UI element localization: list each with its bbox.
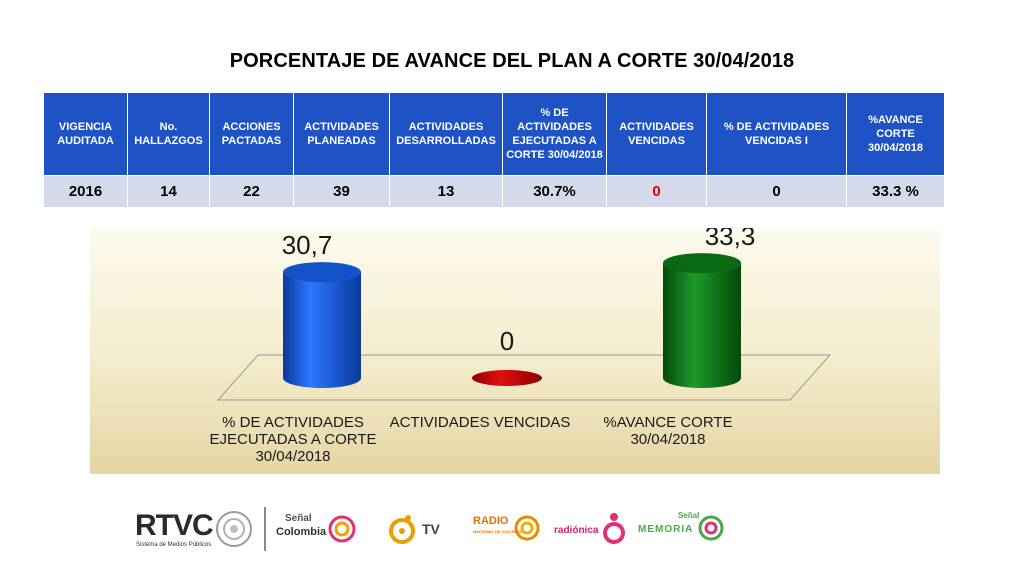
header-vencidas: ACTIVIDADES VENCIDAS <box>606 92 707 176</box>
header-planeadas: ACTIVIDADES PLANEADAS <box>293 92 390 176</box>
radionica-logo: radiónica <box>554 525 599 536</box>
header-avance: %AVANCE CORTE 30/04/2018 <box>846 92 945 176</box>
senal-memoria-bottom: MEMORIA <box>638 524 694 535</box>
radio-swirl-icon <box>514 515 540 541</box>
table-row: 2016 14 22 39 13 30.7% 0 0 33.3 % <box>43 175 945 208</box>
summary-table: VIGENCIA AUDITADA No. HALLAZGOS ACCIONES… <box>43 92 945 208</box>
cell-pct-vencidas: 0 <box>706 175 847 208</box>
bar-body <box>663 263 741 388</box>
category-label: ACTIVIDADES VENCIDAS <box>390 414 571 431</box>
page-title: PORCENTAJE DE AVANCE DEL PLAN A CORTE 30… <box>229 50 795 72</box>
chart-canvas: 30,7 % DE ACTIVIDADES EJECUTADAS A CORTE 30… <box>210 228 832 465</box>
header-pct-ejecutadas: % DE ACTIVIDADES EJECUTADAS A CORTE 30/0… <box>502 92 607 176</box>
colombia-swirl-icon <box>328 515 356 543</box>
header-desarrolladas: ACTIVIDADES DESARROLLADAS <box>389 92 503 176</box>
header-pct-vencidas: % DE ACTIVIDADES VENCIDAS I <box>706 92 847 176</box>
rtvc-logo: RTVC <box>135 509 214 542</box>
data-label: 33,3 <box>705 228 756 251</box>
cell-desarrolladas: 13 <box>389 175 503 208</box>
footer-logos: RTVC Sistema de Medios Públicos Señal Co… <box>130 505 730 555</box>
logo-divider <box>264 507 266 551</box>
header-hallazgos: No. HALLAZGOS <box>127 92 210 176</box>
cell-vigencia: 2016 <box>43 175 128 208</box>
radionica-icon <box>603 513 625 544</box>
header-acciones: ACCIONES PACTADAS <box>209 92 294 176</box>
senal-memoria-top: Señal <box>678 511 700 520</box>
data-label: 30,7 <box>282 230 333 260</box>
cell-acciones: 22 <box>209 175 294 208</box>
tv-logo-icon <box>389 515 415 544</box>
cell-planeadas: 39 <box>293 175 390 208</box>
senal-colombia-bottom: Colombia <box>276 526 327 538</box>
bar-chart: 30,7 % DE ACTIVIDADES EJECUTADAS A CORTE 30… <box>90 228 940 474</box>
cell-avance: 33.3 % <box>846 175 945 208</box>
cell-vencidas: 0 <box>606 175 707 208</box>
category-label: % DE ACTIVIDADES EJECUTADAS A CORTE 30/04/… <box>210 414 377 465</box>
chart-bar <box>663 253 741 388</box>
cell-pct-ejecutadas: 30.7% <box>502 175 607 208</box>
rtvc-subtitle: Sistema de Medios Públicos <box>136 542 212 548</box>
bar-top-cap <box>663 253 741 274</box>
chart-bar <box>283 262 361 388</box>
header-vigencia: VIGENCIA AUDITADA <box>43 92 128 176</box>
data-label: 0 <box>500 326 514 356</box>
table-header-row: VIGENCIA AUDITADA No. HALLAZGOS ACCIONES… <box>43 92 945 176</box>
bar-zero-disc <box>472 370 542 386</box>
rtvc-swirl-icon <box>216 511 252 547</box>
chart-bar <box>472 370 542 386</box>
chart-floor <box>216 354 832 401</box>
radio-nacional-sub: NACIONAL DE COLOMBIA <box>473 529 524 534</box>
memoria-swirl-icon <box>698 515 724 541</box>
tv-logo-text: TV <box>422 521 440 537</box>
cell-hallazgos: 14 <box>127 175 210 208</box>
bar-body <box>283 272 361 388</box>
bar-top-cap <box>283 262 361 283</box>
radio-nacional-top: RADIO <box>473 515 509 527</box>
category-label: %AVANCE CORTE 30/04/2018 <box>603 414 732 448</box>
senal-colombia-top: Señal <box>285 513 312 524</box>
